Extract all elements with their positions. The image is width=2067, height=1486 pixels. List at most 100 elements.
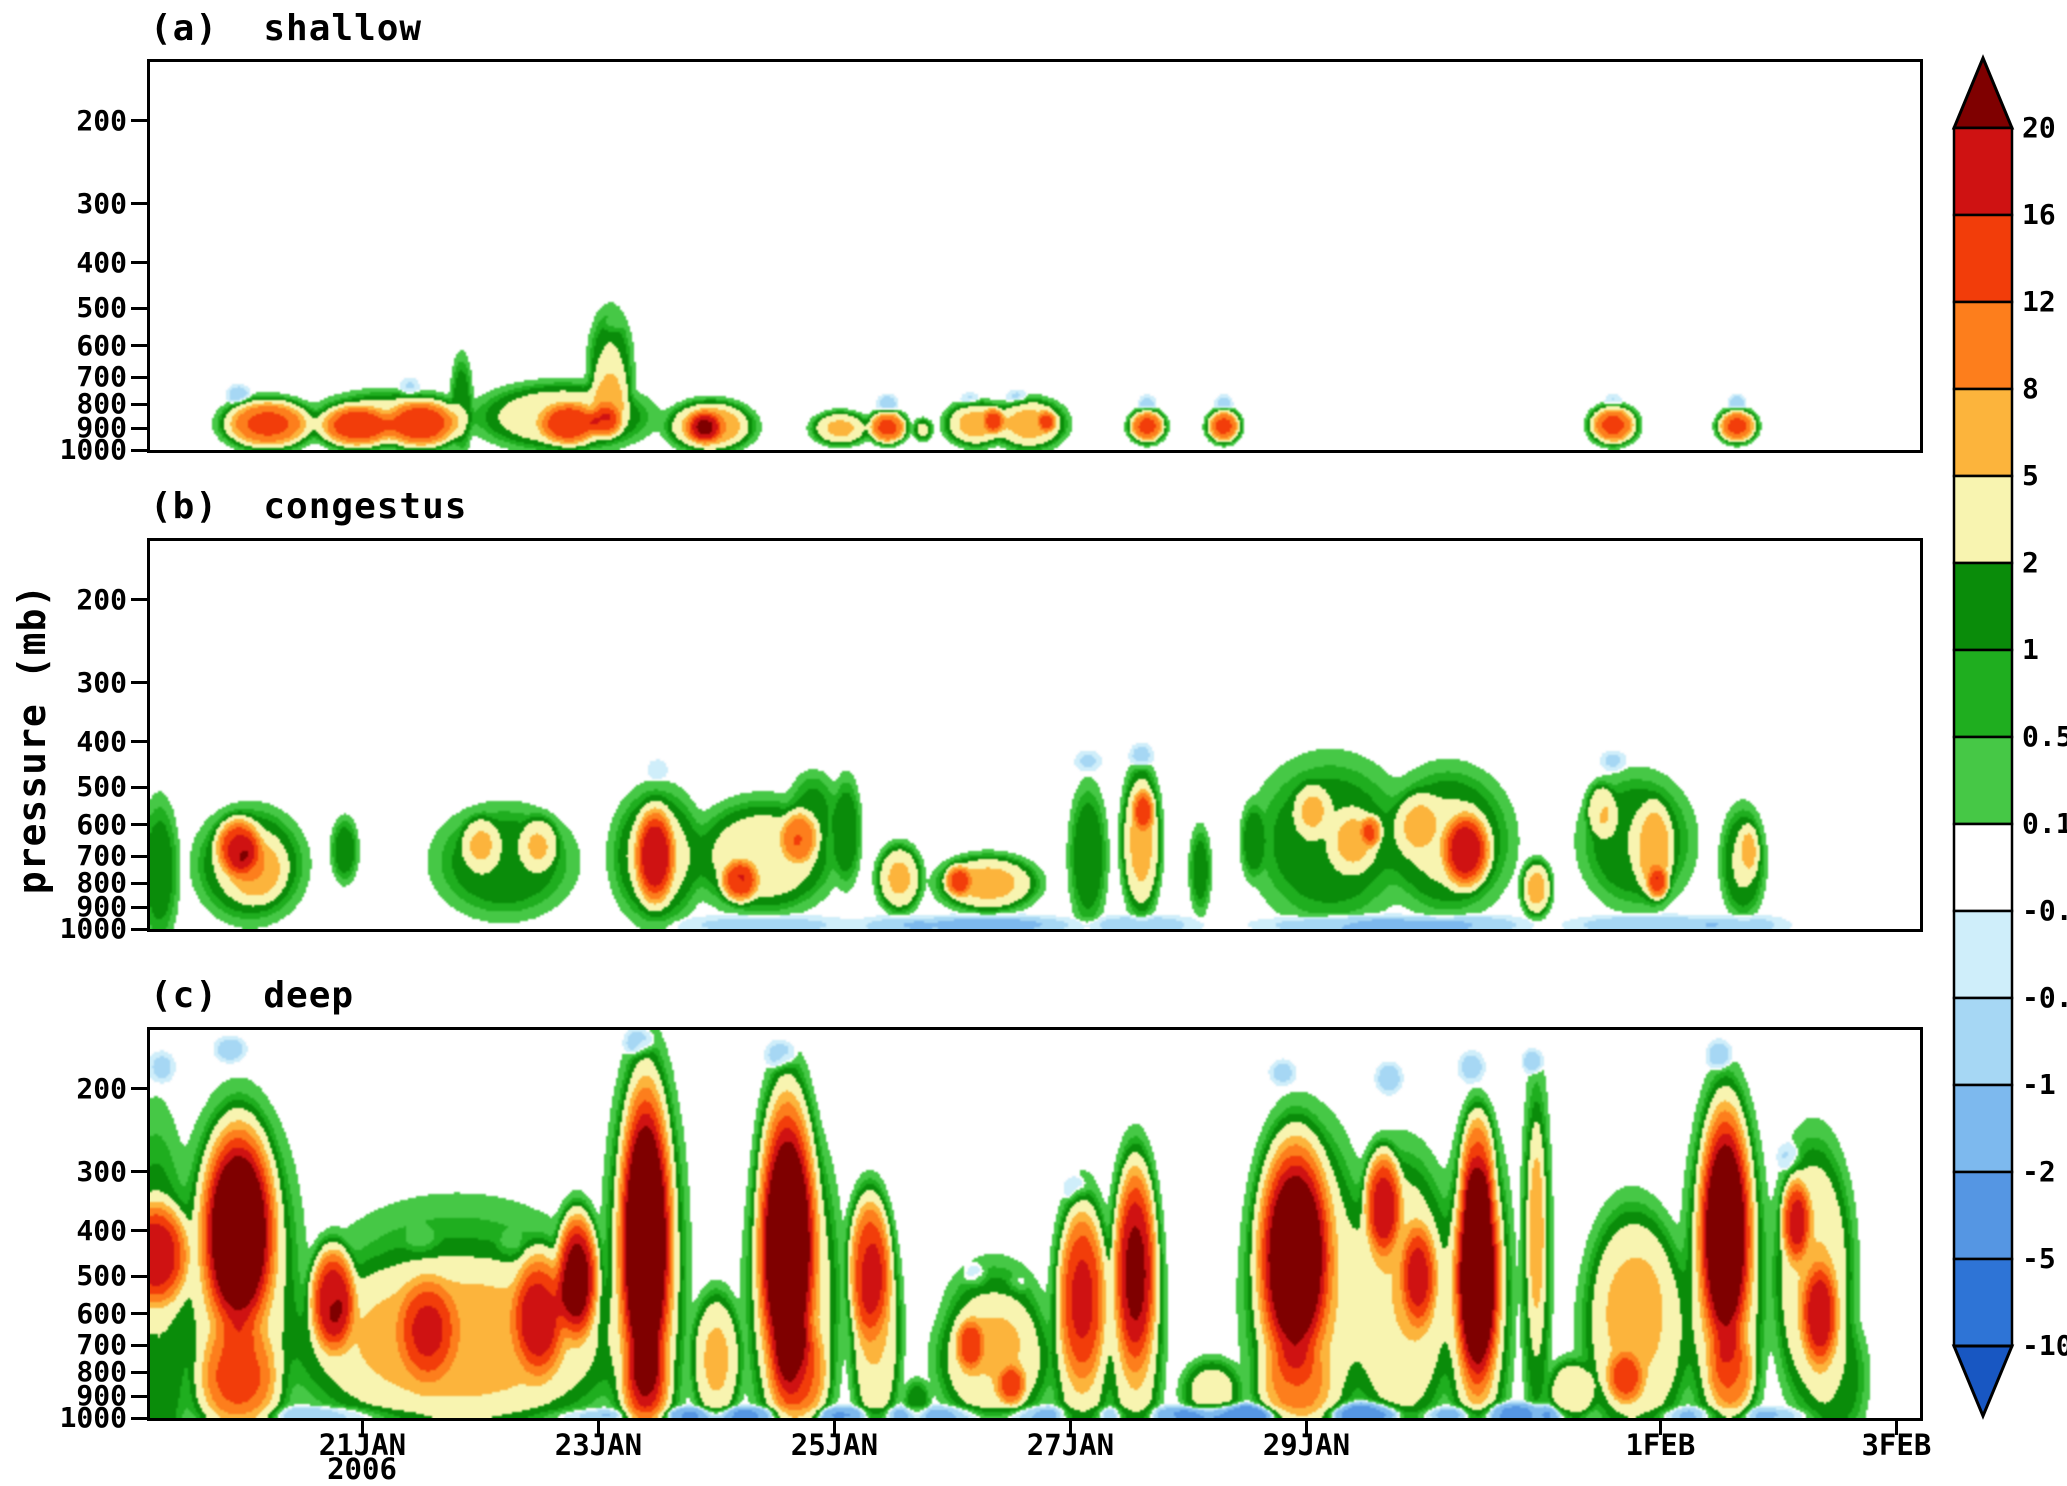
- colorbar-tick-label: 0.1: [2022, 807, 2067, 840]
- y-axis-tick-label: 700: [76, 360, 127, 394]
- y-axis-tick-label: 600: [76, 1296, 127, 1330]
- y-axis-tick-label: 300: [76, 186, 127, 220]
- colorbar-tick-label: -0.1: [2022, 894, 2067, 927]
- x-axis-tick: [1304, 1421, 1308, 1435]
- y-axis-tick-label: 400: [76, 245, 127, 279]
- y-axis-tick-label: 300: [76, 1154, 127, 1188]
- y-axis-tick: [131, 1416, 147, 1420]
- colorbar-band: [1952, 387, 2014, 478]
- x-axis-tick-label: 21JAN: [318, 1428, 407, 1462]
- colorbar-band: [1952, 822, 2014, 913]
- y-axis-tick: [131, 785, 147, 789]
- colorbar-tick-label: 2: [2022, 546, 2039, 579]
- y-axis-tick: [131, 681, 147, 685]
- colorbar-band: [1952, 735, 2014, 826]
- colorbar-band: [1952, 1257, 2014, 1348]
- colorbar-band: [1952, 561, 2014, 652]
- y-axis-tick: [131, 1229, 147, 1233]
- y-axis-tick: [131, 1170, 147, 1174]
- y-axis-tick: [131, 448, 147, 452]
- x-axis-tick: [832, 1421, 836, 1435]
- y-axis-tick-label: 400: [76, 724, 127, 758]
- colorbar-band: [1952, 1083, 2014, 1174]
- panel-congestus: [147, 538, 1923, 932]
- plot-canvas-congestus: [150, 541, 1920, 929]
- colorbar-band: [1952, 996, 2014, 1087]
- x-axis-tick: [1068, 1421, 1072, 1435]
- x-axis-tick: [1894, 1421, 1898, 1435]
- y-axis-tick: [131, 740, 147, 744]
- x-axis-tick-label: 23JAN: [554, 1428, 643, 1462]
- y-axis-tick: [131, 1394, 147, 1398]
- panel-title-congestus: (b) congestus: [150, 486, 468, 527]
- y-axis-tick-label: 500: [76, 770, 127, 804]
- y-axis-tick: [131, 927, 147, 931]
- y-axis-tick-label: 1000: [59, 912, 127, 945]
- panel-deep: [147, 1027, 1923, 1421]
- colorbar-tick-label: 5: [2022, 459, 2039, 492]
- y-axis-tick: [131, 854, 147, 858]
- y-axis-tick-label: 800: [76, 866, 127, 900]
- plot-canvas-shallow: [150, 62, 1920, 450]
- colorbar-tick-label: -2: [2022, 1155, 2056, 1188]
- colorbar-band: [1952, 1170, 2014, 1261]
- colorbar-tick-label: -5: [2022, 1242, 2056, 1275]
- y-axis-tick-label: 200: [76, 582, 127, 616]
- colorbar-tick-label: 0.5: [2022, 720, 2067, 753]
- colorbar-tick-label: -10: [2022, 1329, 2067, 1362]
- colorbar: [1951, 54, 2015, 1420]
- panel-title-deep: (c) deep: [150, 975, 355, 1016]
- x-axis-tick-label: 29JAN: [1262, 1428, 1351, 1462]
- x-axis-tick-label: 3FEB: [1861, 1428, 1932, 1462]
- colorbar-tick-label: -0.5: [2022, 981, 2067, 1014]
- y-axis-tick-label: 800: [76, 387, 127, 421]
- y-axis-tick: [131, 202, 147, 206]
- panel-title-shallow: (a) shallow: [150, 8, 423, 49]
- y-axis-tick-label: 1000: [59, 433, 127, 466]
- colorbar-tick-label: -1: [2022, 1068, 2056, 1101]
- y-axis-tick: [131, 375, 147, 379]
- y-axis-tick-label: 500: [76, 1259, 127, 1293]
- y-axis-tick: [131, 119, 147, 123]
- y-axis-tick: [131, 1274, 147, 1278]
- y-axis-tick-label: 600: [76, 807, 127, 841]
- x-axis-tick: [596, 1421, 600, 1435]
- y-axis-tick: [131, 1370, 147, 1374]
- y-axis-tick: [131, 261, 147, 265]
- x-axis-tick-label: 25JAN: [790, 1428, 879, 1462]
- y-axis-tick: [131, 823, 147, 827]
- y-axis-tick-label: 500: [76, 291, 127, 325]
- y-axis-tick: [131, 881, 147, 885]
- colorbar-band: [1952, 909, 2014, 1000]
- y-axis-tick: [131, 1312, 147, 1316]
- plot-canvas-deep: [150, 1030, 1920, 1418]
- y-axis-tick-label: 900: [76, 890, 127, 924]
- x-axis-tick: [1658, 1421, 1662, 1435]
- y-axis-tick: [131, 598, 147, 602]
- colorbar-tick-label: 16: [2022, 198, 2056, 231]
- y-axis-tick-label: 900: [76, 1379, 127, 1413]
- colorbar-band: [1952, 300, 2014, 391]
- colorbar-tick-label: 12: [2022, 285, 2056, 318]
- y-axis-tick: [131, 1087, 147, 1091]
- y-axis-tick-label: 200: [76, 1071, 127, 1105]
- y-axis-tick-label: 400: [76, 1213, 127, 1247]
- colorbar-arrow-low: [1951, 1344, 2015, 1420]
- y-axis-tick-label: 700: [76, 839, 127, 873]
- y-axis-tick-label: 200: [76, 103, 127, 137]
- colorbar-tick-label: 1: [2022, 633, 2039, 666]
- x-axis-tick-label: 27JAN: [1026, 1428, 1115, 1462]
- y-axis-tick-label: 700: [76, 1328, 127, 1362]
- x-axis-tick: [360, 1421, 364, 1435]
- colorbar-band: [1952, 213, 2014, 304]
- y-axis-tick-label: 900: [76, 411, 127, 445]
- colorbar-band: [1952, 474, 2014, 565]
- panel-shallow: [147, 59, 1923, 453]
- x-axis-tick-label: 1FEB: [1625, 1428, 1696, 1462]
- y-axis-tick: [131, 1343, 147, 1347]
- colorbar-band: [1952, 648, 2014, 739]
- y-axis-tick: [131, 426, 147, 430]
- y-axis-tick-label: 600: [76, 328, 127, 362]
- y-axis-tick: [131, 402, 147, 406]
